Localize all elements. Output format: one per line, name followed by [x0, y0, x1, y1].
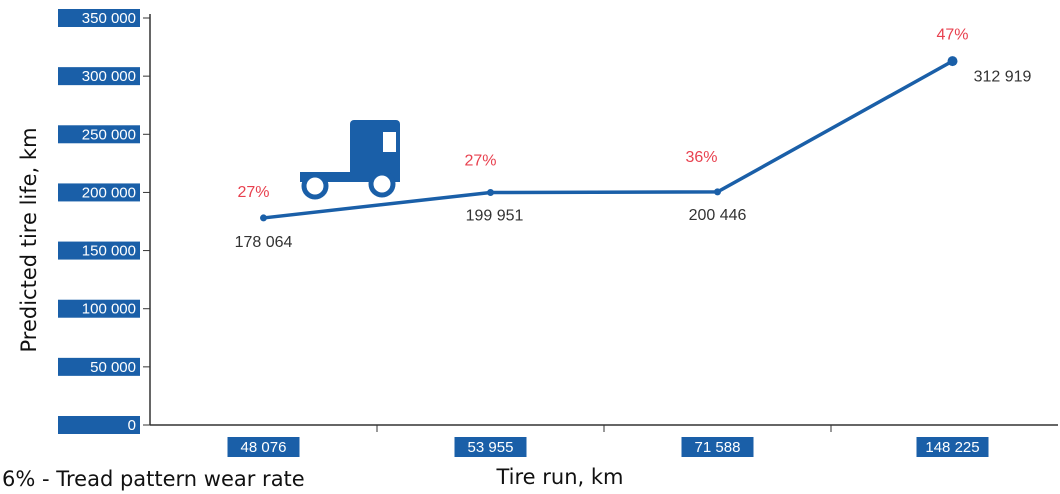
x-tick-box	[454, 437, 527, 457]
point	[260, 214, 267, 222]
value-label: 312 919	[974, 68, 1032, 85]
annotation: 27%	[464, 153, 496, 170]
x-tick-box	[681, 437, 754, 457]
y-tick-box	[58, 299, 140, 318]
y-tick-label: 200 000	[82, 184, 136, 201]
y-tick-box	[58, 67, 140, 86]
y-tick-label: 300 000	[82, 68, 136, 85]
x-tick-label: 148 225	[925, 439, 979, 456]
x-tick-label: 48 076	[241, 439, 287, 456]
y-tick-label: 250 000	[82, 126, 136, 143]
value-label: 199 951	[466, 208, 524, 225]
point	[947, 56, 958, 67]
y-tick-label: 0	[128, 417, 136, 434]
y-tick-label: 50 000	[90, 359, 136, 376]
y-tick-box	[58, 241, 140, 260]
y-tick-label: 100 000	[82, 301, 136, 318]
y-tick-box	[58, 125, 140, 144]
x-axis-title: Tire run, km	[495, 465, 623, 489]
y-tick-label: 150 000	[82, 243, 136, 260]
line	[263, 59, 954, 220]
value-label: 178 064	[235, 234, 293, 251]
value-label: 200 446	[689, 207, 747, 224]
y-tick-box	[58, 416, 140, 434]
point	[714, 188, 721, 196]
y-tick-box	[58, 357, 140, 376]
annotation: 27%	[237, 184, 269, 201]
x-tick-label: 71 588	[695, 439, 741, 456]
point	[487, 188, 494, 196]
y-tick-label: 350 000	[82, 10, 136, 27]
y-axis-title: Predicted tire life, km	[17, 127, 41, 352]
y-tick-box	[58, 183, 140, 202]
x-tick-label: 53 955	[468, 439, 514, 456]
annotation: 36%	[685, 149, 717, 166]
x-tick-box	[916, 437, 989, 457]
x-tick-box	[227, 437, 300, 457]
annotation: 47%	[936, 26, 968, 43]
footnote: 6% - Tread pattern wear rate	[2, 467, 305, 491]
y-tick-box	[58, 9, 140, 27]
truck-icon	[300, 120, 400, 200]
